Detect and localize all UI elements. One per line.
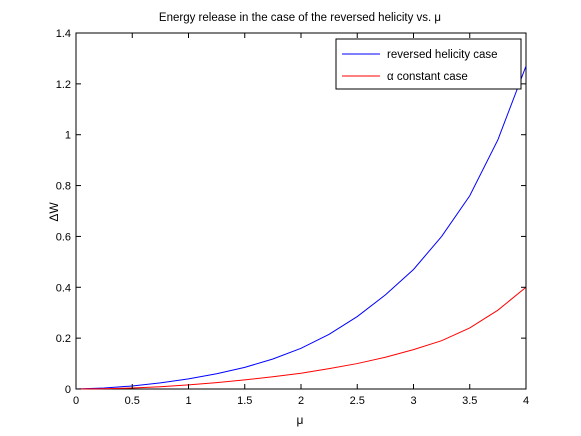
- plot-area: [75, 32, 527, 390]
- y-tick-label: 0.2: [56, 333, 71, 345]
- y-tick-label: 1: [65, 130, 71, 142]
- x-tick-label: 3: [410, 395, 416, 407]
- y-tick-label: 0.4: [56, 282, 71, 294]
- x-tick-label: 4: [523, 395, 529, 407]
- x-axis: 0 0.5 1 1.5 2 2.5 3 3.5 4: [73, 33, 529, 407]
- y-axis: 0 0.2 0.4 0.6 0.8 1 1.2 1.4: [56, 28, 526, 396]
- series-line-1: [75, 65, 527, 390]
- x-tick-label: 2.5: [350, 395, 365, 407]
- series-layer: [75, 65, 527, 390]
- y-tick-label: 0.8: [56, 181, 71, 193]
- x-tick-label: 0: [73, 395, 79, 407]
- x-tick-label: 2: [298, 395, 304, 407]
- y-tick-label: 1.4: [56, 28, 71, 40]
- legend-label: reversed helicity case: [387, 49, 498, 61]
- x-tick-label: 1.5: [237, 395, 252, 407]
- chart-title: Energy release in the case of the revers…: [159, 12, 441, 24]
- x-tick-label: 3.5: [462, 395, 477, 407]
- x-axis-label: μ: [297, 413, 304, 427]
- y-axis-label: ΔW: [47, 202, 61, 222]
- y-tick-label: 0.6: [56, 231, 71, 243]
- legend-label: α constant case: [387, 71, 468, 83]
- legend: reversed helicity case α constant case: [335, 38, 522, 90]
- series-line-2: [75, 286, 527, 390]
- x-tick-label: 0.5: [125, 395, 140, 407]
- y-tick-label: 0: [65, 384, 71, 396]
- x-tick-label: 1: [185, 395, 191, 407]
- y-tick-label: 1.2: [56, 79, 71, 91]
- legend-box: [335, 38, 522, 90]
